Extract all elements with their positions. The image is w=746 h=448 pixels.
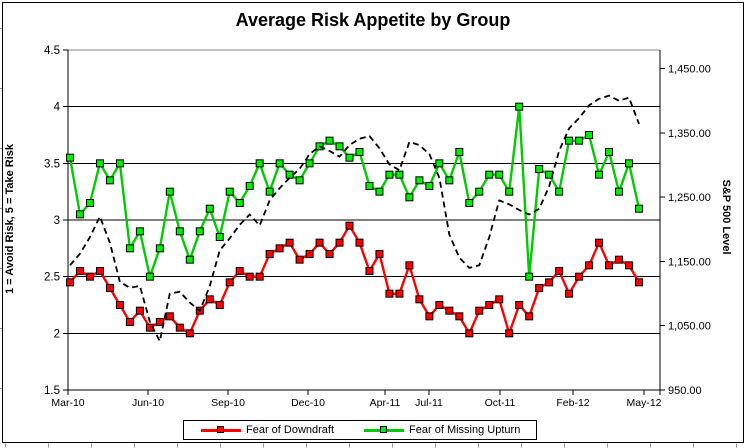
svg-text:2: 2	[54, 328, 60, 340]
red-line-marker-swatch	[201, 425, 241, 433]
svg-text:1,150.00: 1,150.00	[668, 256, 711, 268]
series-fear-of-downdraft	[66, 221, 643, 338]
legend-label: Fear of Downdraft	[246, 423, 335, 436]
green-line-marker-swatch	[364, 425, 405, 433]
svg-text:Apr-11: Apr-11	[370, 397, 401, 409]
svg-text:950.00: 950.00	[668, 385, 702, 397]
left-axis-tick-labels: 4.5 4 3.5 3 2.5 2 1.5	[44, 45, 61, 397]
right-axis-title: S&P 500 Level	[720, 179, 732, 255]
legend[interactable]: Fear of Downdraft Fear of Missing Upturn	[183, 420, 537, 440]
chart-title: Average Risk Appetite by Group	[235, 10, 511, 30]
svg-text:4.5: 4.5	[44, 45, 60, 57]
svg-text:1,350.00: 1,350.00	[668, 128, 711, 140]
right-axis-tick-labels: 1,450.00 1,350.00 1,250.00 1,150.00 1,050.00…	[668, 64, 711, 397]
svg-text:Feb-12: Feb-12	[556, 397, 589, 409]
svg-text:Dec-10: Dec-10	[291, 397, 325, 409]
legend-item-fear-of-missing-upturn[interactable]: Fear of Missing Upturn	[364, 423, 521, 436]
chart-frame	[2, 2, 744, 443]
svg-text:3.5: 3.5	[44, 158, 60, 170]
svg-text:3: 3	[54, 215, 60, 227]
worksheet-edge-ticks	[0, 28, 737, 448]
axes	[63, 49, 665, 395]
svg-text:Sep-10: Sep-10	[211, 397, 245, 409]
svg-text:2.5: 2.5	[44, 272, 60, 284]
svg-text:1.5: 1.5	[44, 385, 60, 397]
svg-text:4: 4	[54, 102, 61, 114]
svg-text:Mar-10: Mar-10	[51, 397, 84, 409]
svg-text:Jul-11: Jul-11	[415, 397, 443, 409]
svg-text:Jun-10: Jun-10	[132, 397, 164, 409]
left-axis-title: 1 = Avoid Risk, 5 = Take Risk	[4, 144, 16, 294]
svg-text:Oct-11: Oct-11	[485, 397, 516, 409]
series-s-p-500-level	[69, 94, 640, 343]
svg-text:1,450.00: 1,450.00	[668, 64, 711, 76]
legend-item-fear-of-downdraft[interactable]: Fear of Downdraft	[201, 423, 335, 436]
svg-text:1,250.00: 1,250.00	[668, 192, 711, 204]
svg-text:May-12: May-12	[626, 397, 661, 409]
legend-label: Fear of Missing Upturn	[409, 423, 521, 436]
series-fear-of-missing-upturn	[66, 102, 643, 281]
svg-text:1,050.00: 1,050.00	[668, 321, 711, 333]
x-axis-tick-labels: Mar-10 Jun-10 Sep-10 Dec-10 Apr-11 Jul-11 Oct-…	[51, 397, 661, 409]
